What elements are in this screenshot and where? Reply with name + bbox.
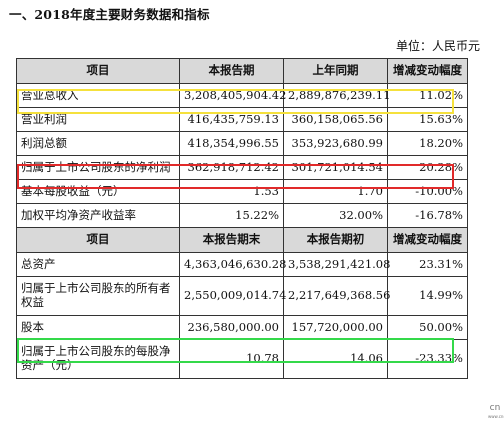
row-previous: 353,923,680.99: [283, 131, 388, 156]
table-row: 总资产 4,363,046,630.28 3,538,291,421.08 23…: [16, 252, 468, 277]
row-label: 加权平均净资产收益率: [16, 203, 180, 228]
header-current-period: 本报告期: [179, 58, 284, 84]
table-row: 归属于上市公司股东的每股净资产（元） 10.78 14.06 -23.33%: [16, 339, 468, 379]
row-previous: 1.70: [283, 179, 388, 204]
row-current: 236,580,000.00: [179, 315, 284, 340]
row-previous: 3,538,291,421.08: [283, 252, 390, 277]
row-change: -23.33%: [387, 339, 468, 379]
table-row: 加权平均净资产收益率 15.22% 32.00% -16.78%: [16, 203, 468, 228]
header-period-end: 本报告期末: [179, 227, 284, 253]
row-change: 18.20%: [387, 131, 468, 156]
header-item: 项目: [16, 58, 180, 84]
row-current: 416,435,759.13: [179, 107, 284, 132]
row-label: 归属于上市公司股东的所有者权益: [16, 276, 180, 316]
row-change: 23.31%: [387, 252, 468, 277]
financial-table: 项目 本报告期 上年同期 增减变动幅度 营业总收入 3,208,405,904.…: [16, 58, 468, 379]
table-row: 基本每股收益（元） 1.53 1.70 -10.00%: [16, 179, 468, 204]
table-row: 归属于上市公司股东的净利润 362,918,712.42 301,721,014…: [16, 155, 468, 180]
row-change: -16.78%: [387, 203, 468, 228]
watermark-logo: cn www.cnstock.com: [488, 403, 504, 419]
header-change: 增减变动幅度: [387, 58, 468, 84]
table-row: 营业总收入 3,208,405,904.42 2,889,876,239.11 …: [16, 83, 468, 108]
row-label: 基本每股收益（元）: [16, 179, 180, 204]
row-current: 4,363,046,630.28: [179, 252, 286, 277]
row-previous: 32.00%: [283, 203, 388, 228]
row-change: 20.28%: [387, 155, 468, 180]
table-header-row: 项目 本报告期 上年同期 增减变动幅度: [16, 58, 468, 84]
header-change: 增减变动幅度: [387, 227, 468, 253]
currency-unit: 单位：人民币元: [395, 39, 480, 53]
row-change: 11.02%: [387, 83, 468, 108]
row-change: 50.00%: [387, 315, 468, 340]
row-previous: 157,720,000.00: [283, 315, 388, 340]
row-previous: 301,721,014.54: [283, 155, 388, 180]
row-label: 归属于上市公司股东的每股净资产（元）: [16, 339, 180, 379]
table-row: 股本 236,580,000.00 157,720,000.00 50.00%: [16, 315, 468, 340]
row-current: 15.22%: [179, 203, 284, 228]
row-previous: 2,217,649,368.56: [283, 276, 390, 316]
row-change: 14.99%: [387, 276, 468, 316]
row-change: -10.00%: [387, 179, 468, 204]
row-current: 2,550,009,014.74: [179, 276, 286, 316]
row-label: 归属于上市公司股东的净利润: [16, 155, 180, 180]
header-period-start: 本报告期初: [283, 227, 388, 253]
table-row: 营业利润 416,435,759.13 360,158,065.56 15.63…: [16, 107, 468, 132]
row-label: 营业总收入: [16, 83, 180, 108]
table-header-row: 项目 本报告期末 本报告期初 增减变动幅度: [16, 227, 468, 253]
report-title: 一、2018年度主要财务数据和指标: [9, 7, 210, 22]
row-change: 15.63%: [387, 107, 468, 132]
row-label: 总资产: [16, 252, 180, 277]
row-previous: 2,889,876,239.11: [283, 83, 390, 108]
row-current: 1.53: [179, 179, 284, 204]
row-label: 股本: [16, 315, 180, 340]
row-previous: 14.06: [283, 339, 388, 379]
row-current: 3,208,405,904.42: [179, 83, 286, 108]
table-row: 利润总额 418,354,996.55 353,923,680.99 18.20…: [16, 131, 468, 156]
row-previous: 360,158,065.56: [283, 107, 388, 132]
header-item: 项目: [16, 227, 180, 253]
watermark-logo-text: cn: [489, 403, 501, 413]
row-label: 利润总额: [16, 131, 180, 156]
row-label: 营业利润: [16, 107, 180, 132]
row-current: 362,918,712.42: [179, 155, 284, 180]
watermark-sub-text: www.cnstock.com: [488, 414, 504, 419]
header-previous-period: 上年同期: [283, 58, 388, 84]
row-current: 10.78: [179, 339, 284, 379]
row-current: 418,354,996.55: [179, 131, 284, 156]
table-row: 归属于上市公司股东的所有者权益 2,550,009,014.74 2,217,6…: [16, 276, 468, 316]
